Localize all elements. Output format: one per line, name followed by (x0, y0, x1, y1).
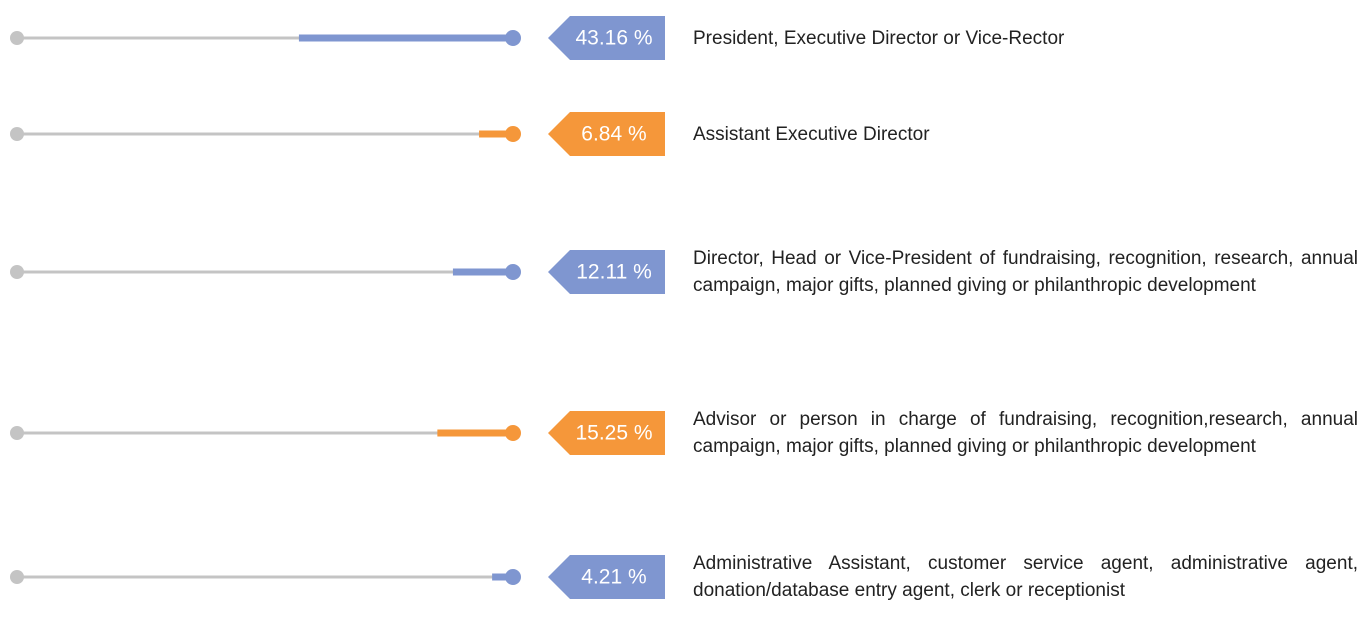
bar (298, 34, 513, 42)
category-row: Director, Head or Vice-President of fund… (693, 222, 1358, 322)
track-start (10, 265, 24, 279)
bar (479, 130, 513, 138)
bar-end (505, 264, 521, 280)
value-tag (548, 16, 665, 60)
track-start (10, 127, 24, 141)
page: {"chart_data": {"type": "bar", "categori… (10, 0, 1358, 601)
category-row: President, Executive Director or Vice-Re… (693, 0, 1358, 88)
chart: 43.16 % 6.84 % 12.11 % 15.25 % 4.21 % (10, 16, 665, 599)
category-row: Assistant Executive Director (693, 84, 1358, 184)
category-label: Advisor or person in charge of fundraisi… (693, 409, 1358, 457)
bar-end (505, 569, 521, 585)
value-label: 15.25 % (575, 422, 652, 445)
bar (492, 573, 513, 581)
track-start (10, 570, 24, 584)
value-label: 12.11 % (576, 261, 652, 284)
category-label: Director, Head or Vice-President of fund… (693, 248, 1358, 296)
value-tag (548, 411, 665, 455)
value-tag (548, 250, 665, 294)
bar-end (505, 425, 521, 441)
value-tag (548, 555, 665, 599)
bar-end (505, 126, 521, 142)
bar (437, 429, 513, 437)
bar (452, 268, 513, 276)
value-label: 6.84 % (581, 123, 646, 146)
category-label: Administrative Assistant, customer servi… (693, 553, 1358, 601)
category-label: President, Executive Director or Vice-Re… (693, 27, 1065, 49)
bar-end (505, 30, 521, 46)
value-label: 4.21 % (581, 566, 646, 589)
category-label: Assistant Executive Director (693, 123, 930, 145)
track-start (10, 426, 24, 440)
category-row: Administrative Assistant, customer servi… (693, 527, 1358, 627)
value-tag (548, 112, 665, 156)
value-label: 43.16 % (575, 27, 652, 50)
category-row: Advisor or person in charge of fundraisi… (693, 383, 1358, 483)
track-start (10, 31, 24, 45)
